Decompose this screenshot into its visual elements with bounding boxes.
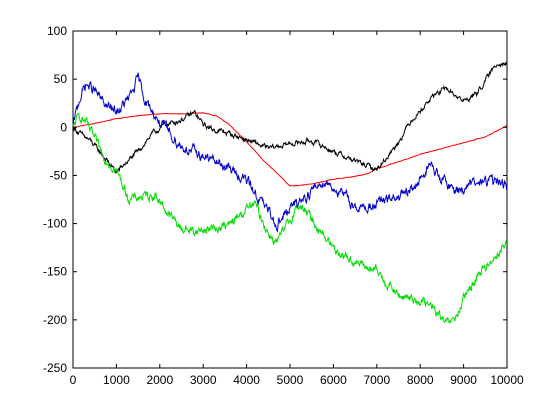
ticks-layer: 0 1000 2000 3000 4000 5000 6000 7000 8000 9000 100… <box>43 24 524 387</box>
y-tick-label: -100 <box>43 217 67 231</box>
x-tick-label: 1000 <box>103 373 130 387</box>
y-tick-label: 0 <box>60 120 67 134</box>
x-tick-label: 3000 <box>190 373 217 387</box>
plot-area <box>72 30 508 369</box>
x-tick-label: 0 <box>70 373 77 387</box>
series-layer <box>72 61 508 324</box>
x-tick-label: 6000 <box>320 373 347 387</box>
y-tick-label: -50 <box>50 168 68 182</box>
y-tick-label: -200 <box>43 313 67 327</box>
x-tick-label: 7000 <box>363 373 390 387</box>
x-tick-label: 8000 <box>407 373 434 387</box>
y-tick-label: -250 <box>43 361 67 375</box>
y-tick-label: 50 <box>54 72 68 86</box>
x-tick-label: 10000 <box>490 373 524 387</box>
y-tick-label: 100 <box>47 24 67 38</box>
y-tick-label: -150 <box>43 265 67 279</box>
x-tick-label: 2000 <box>146 373 173 387</box>
x-tick-label: 9000 <box>450 373 477 387</box>
series-line-2 <box>72 61 508 174</box>
series-line-1 <box>72 112 508 187</box>
series-line-4 <box>72 71 508 233</box>
x-tick-label: 5000 <box>277 373 304 387</box>
series-line-3 <box>72 112 508 324</box>
x-tick-label: 4000 <box>233 373 260 387</box>
